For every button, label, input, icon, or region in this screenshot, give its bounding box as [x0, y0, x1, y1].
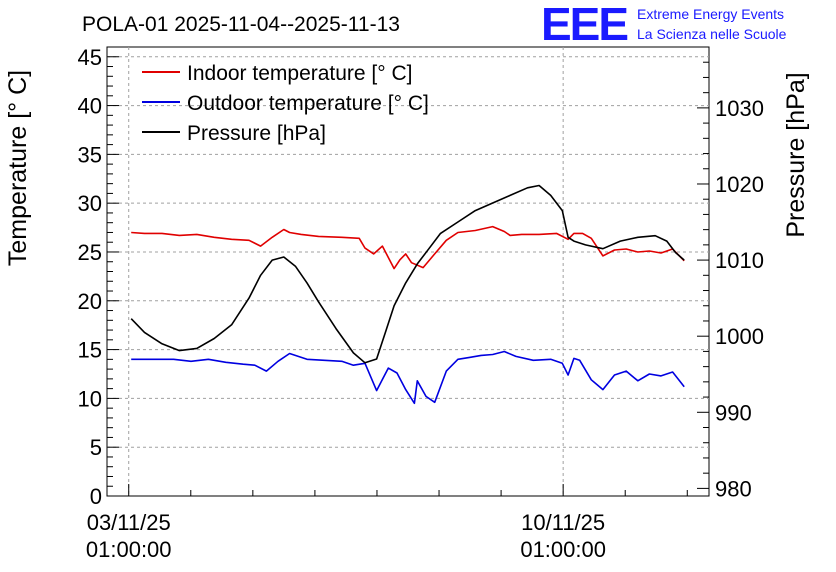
- y-tick-label: 30: [78, 191, 102, 216]
- series-layer: [130, 184, 685, 405]
- series-line-1: [131, 350, 685, 405]
- chart-title: POLA-01 2025-11-04--2025-11-13: [82, 13, 400, 36]
- logo-line1: Extreme Energy Events: [637, 6, 784, 22]
- y2-axis-title: Pressure [hPa]: [782, 72, 810, 237]
- x-tick-label-time: 01:00:00: [520, 537, 606, 562]
- logo-mark: EEE: [541, 0, 627, 50]
- y2-tick-label: 1000: [715, 324, 764, 349]
- y-axis-title: Temperature [° C]: [4, 70, 32, 266]
- y-tick-label: 15: [78, 338, 102, 363]
- y2-tick-label: 1010: [715, 248, 764, 273]
- x-tick-label-date: 03/11/25: [87, 510, 171, 535]
- eee-logo: EEE Extreme Energy Events La Scienza nel…: [541, 0, 787, 50]
- y2-tick-label: 1030: [715, 96, 764, 121]
- legend-label-pressure: Pressure [hPa]: [187, 122, 326, 145]
- y-tick-label: 10: [78, 386, 102, 411]
- tick-layer: 0 5 10 15 20 25 30 35 40 45 980 990 1000 1010 1020 1030…: [78, 45, 764, 562]
- logo-line2: La Scienza nelle Scuole: [637, 26, 787, 42]
- legend: Indoor temperature [° C] Outdoor tempera…: [142, 62, 429, 145]
- y-tick-label: 5: [90, 435, 102, 460]
- y-tick-label: 20: [78, 289, 102, 314]
- y-tick-label: 25: [78, 240, 102, 265]
- y-tick-label: 0: [90, 484, 102, 509]
- y-tick-label: 35: [78, 142, 102, 167]
- y2-tick-label: 1020: [715, 172, 764, 197]
- grid: [107, 47, 709, 496]
- legend-label-outdoor: Outdoor temperature [° C]: [187, 92, 429, 115]
- y-tick-label: 45: [78, 45, 102, 70]
- x-tick-label-date: 10/11/25: [521, 510, 605, 535]
- series-line-2: [130, 184, 685, 364]
- y2-tick-label: 990: [715, 400, 752, 425]
- y2-tick-label: 980: [715, 476, 752, 501]
- x-tick-label-time: 01:00:00: [86, 537, 172, 562]
- legend-label-indoor: Indoor temperature [° C]: [187, 62, 413, 85]
- plot-frame: [106, 46, 710, 497]
- y-tick-label: 40: [78, 94, 102, 119]
